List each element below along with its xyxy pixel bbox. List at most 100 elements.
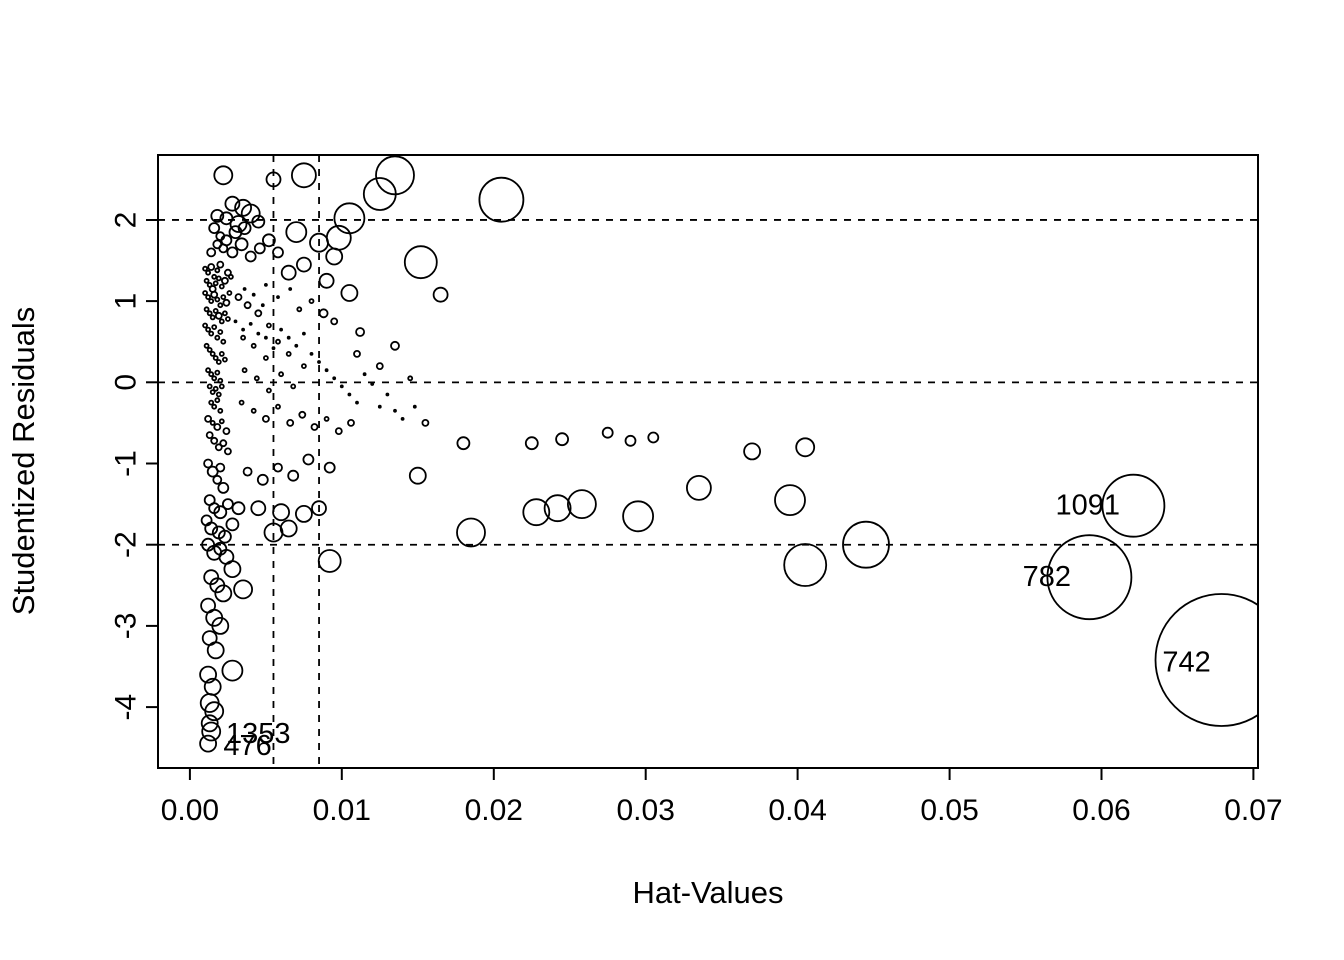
data-point [209, 419, 216, 426]
data-point [332, 376, 337, 381]
data-point [208, 222, 221, 235]
data-point [347, 392, 352, 397]
data-point [234, 198, 253, 217]
data-point [567, 489, 597, 520]
data-point [265, 387, 272, 394]
data-point [214, 296, 221, 303]
data-point [214, 584, 233, 603]
data-point [220, 338, 227, 345]
data-point [199, 665, 218, 684]
data-point [260, 303, 265, 308]
data-point [317, 360, 321, 364]
data-point [295, 256, 312, 273]
point-label-742: 742 [1162, 647, 1210, 679]
data-point [209, 314, 216, 321]
plot-border [157, 154, 1259, 769]
data-point [233, 319, 238, 324]
data-point [223, 268, 232, 277]
x-axis-tick-label: 0.07 [1224, 794, 1282, 827]
data-point [241, 327, 246, 332]
data-point [300, 363, 307, 370]
point-label-782: 782 [1023, 561, 1071, 593]
data-point [213, 505, 228, 520]
data-point [290, 162, 317, 189]
data-point [213, 423, 222, 431]
x-axis-tick-label: 0.01 [313, 794, 371, 827]
data-point [334, 427, 343, 436]
data-point [216, 260, 225, 269]
data-point [207, 263, 216, 271]
data-point [210, 436, 219, 445]
point-label-476: 476 [223, 730, 271, 762]
data-point [522, 498, 551, 527]
data-point [243, 301, 252, 310]
data-point [217, 377, 224, 384]
data-point [244, 250, 257, 263]
data-point [242, 466, 253, 477]
data-point [280, 264, 297, 281]
data-point [272, 503, 291, 522]
data-point [221, 659, 244, 682]
data-point [285, 350, 292, 357]
data-point [218, 350, 225, 357]
data-point [286, 418, 295, 427]
data-point [208, 371, 215, 378]
data-point [214, 443, 223, 452]
data-point [261, 414, 270, 423]
data-point-476 [199, 734, 218, 753]
data-point [218, 283, 225, 290]
data-point [212, 385, 219, 392]
data-point [222, 298, 231, 307]
x-axis-tick-label: 0.03 [617, 794, 675, 827]
data-point [211, 324, 218, 331]
data-point [212, 307, 219, 314]
data-point [311, 500, 327, 517]
data-point [215, 231, 226, 242]
data-point [318, 308, 329, 319]
data-point [223, 447, 232, 456]
data-point [220, 294, 227, 301]
data-point [333, 202, 366, 235]
data-point [622, 500, 654, 533]
data-point [208, 330, 215, 337]
data-point [219, 439, 228, 448]
data-point [279, 327, 284, 332]
data-point [250, 500, 267, 517]
x-axis-tick-label: 0.06 [1072, 794, 1130, 827]
x-axis-title: Hat-Values [632, 875, 783, 910]
data-point [340, 284, 359, 302]
data-point [325, 247, 344, 266]
data-point [209, 389, 216, 396]
data-point [294, 343, 299, 348]
data-point [432, 286, 449, 303]
data-point [298, 410, 307, 419]
x-axis-tick-label: 0.04 [768, 794, 826, 827]
data-point [265, 171, 282, 188]
data-point [214, 267, 221, 274]
data-point [279, 519, 298, 538]
data-point [407, 375, 414, 382]
data-point [200, 714, 219, 733]
data-point [795, 437, 816, 458]
data-point [218, 418, 225, 425]
data-point [251, 292, 256, 297]
data-point [217, 302, 224, 309]
data-point [543, 494, 572, 523]
data-point [203, 277, 210, 284]
data-point [220, 276, 229, 285]
data-point [271, 346, 276, 351]
data-point [347, 418, 355, 427]
data-point [222, 427, 231, 436]
data-point [265, 322, 272, 329]
data-point [205, 367, 212, 374]
data-point [205, 431, 214, 440]
y-axis-tick-label: 0 [110, 374, 143, 391]
data-point [202, 322, 209, 329]
data-point [221, 356, 228, 363]
y-axis-tick-label: -1 [110, 450, 143, 477]
x-axis-tick-label: 0.02 [465, 794, 523, 827]
data-point [206, 383, 213, 390]
data-point [412, 404, 417, 409]
data-point [211, 617, 230, 635]
